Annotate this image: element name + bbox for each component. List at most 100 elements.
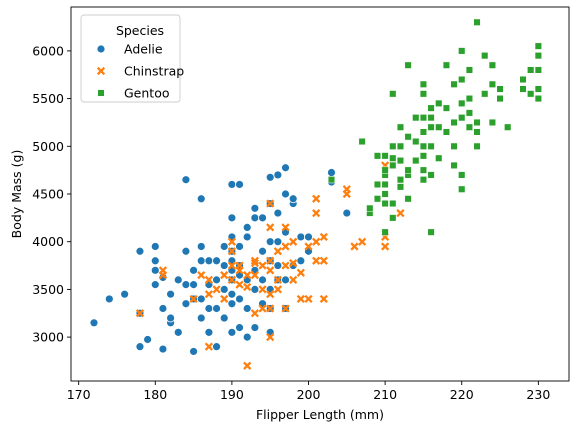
adelie-point [219, 313, 229, 323]
chinstrap-point [281, 304, 290, 313]
gentoo-point [519, 85, 527, 93]
chinstrap-point [220, 294, 229, 304]
adelie-point [166, 289, 176, 299]
gentoo-point [327, 176, 336, 184]
gentoo-point [373, 195, 382, 203]
chinstrap-point [227, 247, 237, 256]
adelie-point [196, 256, 206, 266]
gentoo-point [458, 185, 466, 193]
gentoo-point [404, 61, 412, 69]
y-tick-label: 3500 [32, 282, 64, 297]
adelie-point [227, 327, 237, 337]
gentoo-point [458, 114, 466, 122]
gentoo-point [473, 142, 481, 150]
gentoo-point [419, 152, 427, 160]
adelie-point [288, 194, 298, 204]
gentoo-point [534, 52, 542, 60]
adelie-point [250, 323, 260, 332]
chinstrap-point [266, 290, 275, 299]
x-axis-label: Flipper Length (mm) [256, 407, 384, 422]
x-tick-label: 220 [450, 387, 474, 402]
gentoo-point [458, 171, 466, 179]
adelie-point [219, 285, 229, 294]
chinstrap-point [289, 237, 298, 246]
adelie-point [265, 172, 275, 182]
gentoo-point [427, 123, 435, 131]
chinstrap-point [296, 294, 305, 304]
gentoo-point [373, 180, 382, 189]
adelie-point [212, 275, 221, 285]
chinstrap-point [396, 208, 405, 218]
adelie-point [89, 318, 99, 328]
chinstrap-point [281, 223, 290, 232]
gentoo-point [427, 171, 435, 179]
gentoo-point [412, 157, 420, 165]
chinstrap-point [319, 294, 328, 304]
gentoo-point [450, 118, 458, 126]
adelie-point [150, 256, 160, 266]
gentoo-point [373, 152, 382, 160]
gentoo-point [519, 75, 527, 84]
adelie-point [258, 275, 267, 285]
chinstrap-point [319, 256, 328, 265]
adelie-point [258, 246, 267, 256]
data-points [89, 18, 542, 370]
gentoo-point [496, 85, 504, 93]
adelie-point [212, 342, 221, 352]
gentoo-point [534, 66, 542, 74]
adelie-point [189, 265, 198, 275]
gentoo-point [419, 80, 427, 88]
gentoo-point [473, 18, 481, 26]
adelie-point [204, 304, 214, 313]
legend-label-adelie: Adelie [124, 42, 163, 57]
adelie-point [296, 256, 306, 266]
gentoo-point [527, 66, 535, 74]
legend-marker-adelie [96, 44, 106, 54]
series-gentoo [327, 18, 542, 236]
adelie-point [196, 313, 206, 323]
chinstrap-point [266, 304, 275, 313]
x-tick-label: 230 [526, 387, 550, 402]
adelie-point [304, 232, 313, 242]
gentoo-point [396, 176, 404, 184]
legend-frame [80, 14, 181, 103]
adelie-point [273, 237, 283, 247]
adelie-point [242, 232, 252, 242]
adelie-point [189, 280, 198, 290]
adelie-point [327, 168, 336, 177]
chinstrap-point [227, 275, 237, 284]
adelie-point [219, 242, 229, 251]
chinstrap-point [266, 199, 275, 208]
gentoo-point [412, 114, 420, 122]
gentoo-point [435, 99, 443, 107]
series-chinstrap [135, 161, 405, 370]
gentoo-point [366, 204, 374, 212]
gentoo-point [389, 199, 397, 208]
chinstrap-point [235, 261, 244, 270]
gentoo-point [458, 99, 466, 107]
chinstrap-point [235, 280, 244, 289]
chinstrap-point [250, 270, 259, 280]
adelie-point [120, 289, 130, 299]
adelie-point [281, 163, 290, 173]
chinstrap-point [266, 266, 275, 275]
adelie-point [227, 213, 237, 223]
adelie-point [235, 180, 244, 189]
chinstrap-point [273, 285, 282, 294]
adelie-point [150, 242, 160, 251]
adelie-point [166, 313, 176, 323]
adelie-point [281, 189, 290, 199]
adelie-point [250, 213, 260, 223]
gentoo-point [458, 47, 466, 55]
adelie-point [196, 194, 206, 204]
y-tick-label: 4500 [32, 187, 64, 202]
adelie-point [258, 213, 267, 223]
chinstrap-point [197, 270, 206, 280]
adelie-point [342, 208, 352, 218]
gentoo-point [458, 75, 466, 84]
adelie-point [181, 299, 191, 309]
legend-items: Adelie Chinstrap Gentoo [96, 42, 184, 101]
chinstrap-point [281, 261, 290, 270]
chinstrap-point [266, 256, 275, 265]
gentoo-point [389, 161, 397, 169]
